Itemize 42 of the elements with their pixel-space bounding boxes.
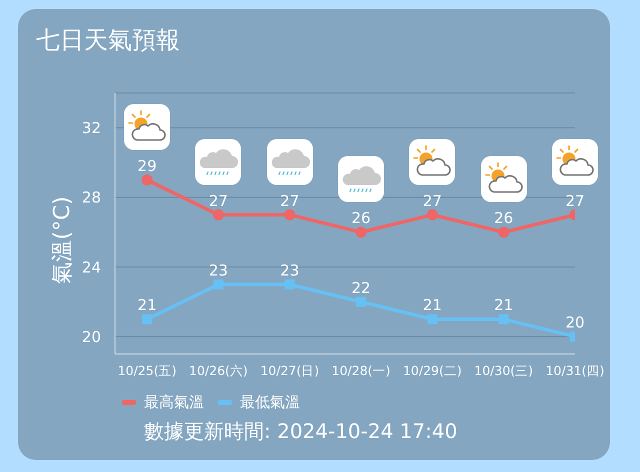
- point: [498, 226, 510, 238]
- y-tick-label: 28: [82, 188, 101, 207]
- x-tick-label: 10/31(四): [546, 362, 604, 378]
- data-label: 20: [565, 314, 585, 332]
- text: 數據更新時間: 2024-10-24 17:40: [144, 418, 458, 445]
- data-label: 27: [422, 192, 442, 210]
- x-tick-label: 10/25(五): [118, 362, 176, 378]
- data-label: 23: [280, 261, 300, 280]
- y-tick-label: 20: [82, 328, 101, 346]
- point: [356, 296, 366, 307]
- y-axis-title: 氣溫(°C): [49, 196, 76, 284]
- point: [142, 174, 153, 186]
- point: [356, 226, 367, 238]
- point: [213, 279, 224, 290]
- point: [142, 314, 152, 324]
- x-tick-label: 10/29(二): [402, 362, 462, 378]
- data-label: 27: [208, 192, 228, 210]
- data-label: 26: [494, 209, 514, 228]
- point: [284, 279, 295, 290]
- x-tick-label: 10/28(一): [332, 362, 390, 378]
- point: [498, 314, 509, 324]
- data-label: 21: [138, 296, 157, 314]
- point: [427, 314, 438, 324]
- data-label: 27: [280, 192, 300, 210]
- data-label: 26: [352, 209, 371, 228]
- legend-label: 最低氣溫: [240, 393, 300, 412]
- point: [212, 209, 224, 220]
- y-tick-label: 32: [82, 119, 101, 138]
- point: [284, 209, 296, 220]
- chart-title: 七日天氣預報: [36, 25, 180, 56]
- data-label: 22: [352, 278, 371, 297]
- legend-label: 最高氣溫: [144, 393, 204, 412]
- y-tick-label: 24: [82, 258, 101, 276]
- data-label: 29: [138, 157, 157, 175]
- x-tick-label: 10/30(三): [474, 362, 534, 378]
- data-label: 27: [565, 192, 585, 210]
- data-label: 23: [208, 261, 228, 280]
- data-label: 21: [494, 296, 514, 314]
- x-tick-label: 10/27(日): [260, 362, 320, 378]
- point: [426, 209, 438, 220]
- data-label: 21: [422, 296, 442, 314]
- x-tick-label: 10/26(六): [189, 362, 248, 378]
